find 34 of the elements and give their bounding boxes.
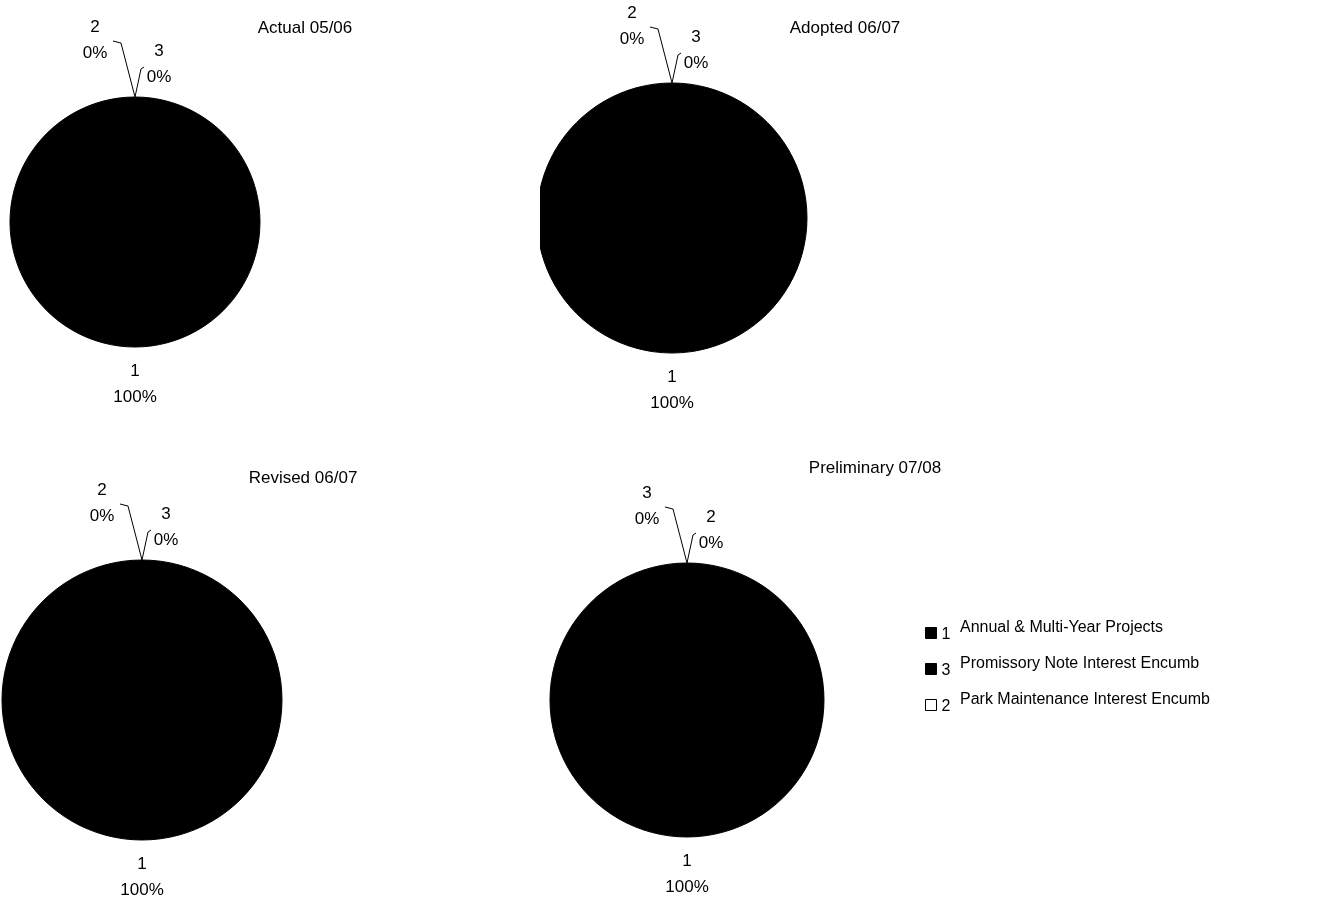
text: 0%: [89, 505, 115, 525]
category-label: 2: [706, 506, 716, 526]
text: 0%: [153, 529, 179, 549]
category-label: 2: [90, 16, 100, 36]
category-label: 3: [691, 26, 701, 46]
slice-label: 1: [130, 360, 140, 380]
category-label: 2: [627, 2, 637, 22]
slice-label: 1: [137, 853, 147, 873]
text: 0%: [634, 508, 660, 528]
category-label: 3: [161, 503, 171, 523]
data-label: 100%: [650, 392, 694, 412]
chart-title: Preliminary 07/08: [808, 458, 942, 477]
category-label: 3: [154, 40, 164, 60]
data-label: 100%: [120, 879, 164, 899]
category-label: 2: [97, 479, 107, 499]
text: Adopted 06/07: [789, 18, 901, 37]
text: 0%: [683, 52, 709, 72]
legend-label: 3: [941, 660, 951, 678]
chart-title: Revised 06/07: [248, 468, 358, 487]
data-label: 100%: [665, 876, 709, 896]
text: Actual 05/06: [257, 18, 353, 37]
category-label: 3: [642, 482, 652, 502]
legend-label: 2: [941, 696, 951, 714]
text: Promissory Note Interest Encumb: [960, 653, 1200, 671]
text: Annual & Multi-Year Projects: [960, 617, 1164, 635]
text: 0%: [698, 532, 724, 552]
text: 0%: [619, 28, 645, 48]
slice-label: 1: [667, 366, 677, 386]
text: 0%: [146, 66, 172, 86]
data-label: 100%: [113, 386, 157, 406]
legend-label: 1: [941, 624, 951, 642]
slice-label: 1: [682, 850, 692, 870]
text: Park Maintenance Interest Encumb: [960, 689, 1211, 707]
text: 0%: [82, 42, 108, 62]
